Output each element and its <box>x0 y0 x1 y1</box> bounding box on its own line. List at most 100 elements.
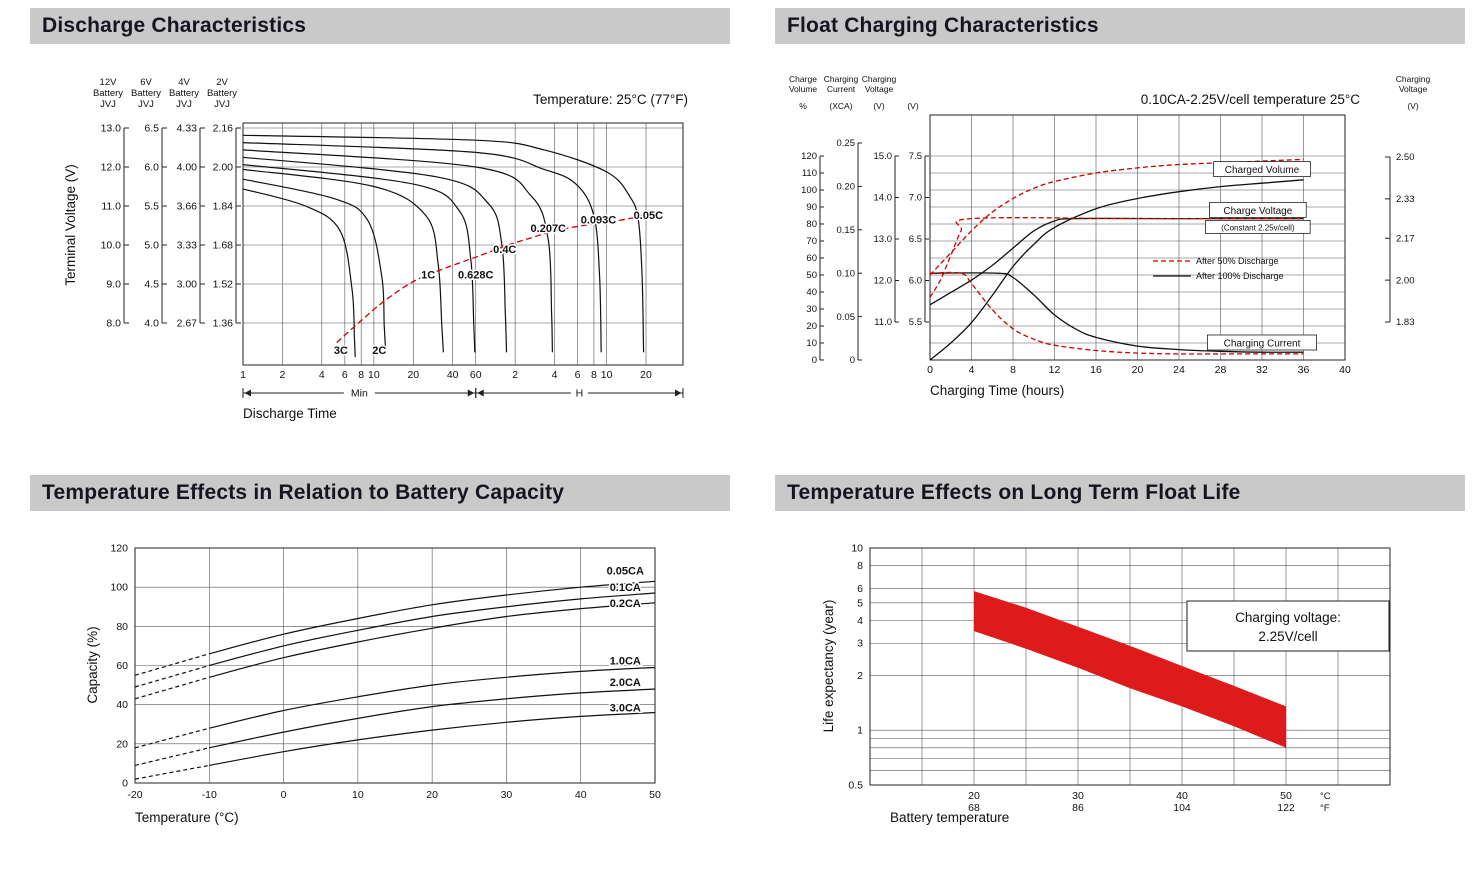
tick-label: 50 <box>1280 790 1292 802</box>
tick-label: 32 <box>1256 364 1268 376</box>
tick-label: 40 <box>575 789 587 801</box>
axis-header: Battery <box>207 88 237 99</box>
section-header-float-life: Temperature Effects on Long Term Float L… <box>775 475 1465 511</box>
curve-0.2CA-extrapolated <box>134 676 210 700</box>
x-axis-title: Discharge Time <box>243 406 337 421</box>
axis-unit: (V) <box>907 101 919 111</box>
tick-label: 3 <box>857 638 863 650</box>
tick-label: 0 <box>281 789 287 801</box>
tick-label: 3.66 <box>177 201 198 213</box>
tick-label: 0.05 <box>837 312 856 323</box>
tick-label: 6 <box>575 369 581 381</box>
tick-label: 40 <box>447 369 459 381</box>
tick-label: 20 <box>426 789 438 801</box>
curve-charging-current-after-50 <box>929 271 1304 355</box>
tick-label: -10 <box>202 789 217 801</box>
curve-label-2C: 2C <box>372 345 386 357</box>
tick-label: 8 <box>1010 364 1016 376</box>
tick-label: 4.0 <box>144 318 159 330</box>
section-title-float-life: Temperature Effects on Long Term Float L… <box>787 481 1241 504</box>
tick-label: 4 <box>552 369 558 381</box>
axis-header: JVJ <box>176 99 192 110</box>
temp-capacity-chart-canvas: 0 20 40 60 80 100 120 -20 -10 0 10 20 30 40 50 Capacity… <box>85 543 661 826</box>
tick-label: 1.36 <box>213 318 234 330</box>
curve-charging-current-after-100 <box>929 272 1304 353</box>
tick-label: 8.0 <box>106 318 121 330</box>
x-unit-celsius: °C <box>1320 791 1331 802</box>
tick-label: 50 <box>649 789 661 801</box>
tick-label: 0.10 <box>837 268 856 279</box>
tick-label: 6.5 <box>909 234 922 245</box>
tick-label: 5.0 <box>144 240 159 252</box>
curve-sublabel-box <box>1205 219 1311 234</box>
tick-label: 1.52 <box>213 279 234 291</box>
tick-label: 2.00 <box>1396 275 1415 286</box>
tick-label: 13.0 <box>874 234 893 245</box>
curve-charge-voltage-after-100 <box>929 217 1304 306</box>
tick-label: 100 <box>801 185 817 196</box>
tick-label: 14.0 <box>874 193 893 204</box>
tick-label: 11.0 <box>874 317 892 328</box>
plot-border <box>242 122 684 366</box>
arrowhead-right <box>467 389 475 397</box>
legend-label: After 100% Discharge <box>1196 271 1284 281</box>
discharge-chart-canvas: 1 2 4 6 8 10 20 40 60 2 4 6 8 10 2012VBatteryJVJ13.012… <box>63 77 688 421</box>
tick-label: 30 <box>1072 790 1084 802</box>
tick-label: 28 <box>1215 364 1227 376</box>
tick-label: 40 <box>1339 364 1351 376</box>
tick-label: 4 <box>857 615 863 627</box>
tick-label: 6 <box>857 583 863 595</box>
axis-header: 2V <box>216 77 228 88</box>
capacity-dashed-line <box>336 215 644 343</box>
tick-label: 40 <box>806 287 817 298</box>
axis-unit: (V) <box>873 101 885 111</box>
panel-float-life: Temperature Effects on Long Term Float L… <box>775 475 1465 875</box>
curve-label-0.093C: 0.093C <box>581 215 617 227</box>
tick-label: 2.33 <box>1396 194 1415 205</box>
curve-0.1CA-extrapolated <box>134 664 210 688</box>
curve-label-3.0CA: 3.0CA <box>610 703 641 715</box>
tick-label: 6.5 <box>144 123 159 135</box>
axis-header: Current <box>827 84 856 94</box>
plot-border <box>929 114 1346 361</box>
y-axis-title: Life expectancy (year) <box>821 600 836 733</box>
tick-label: 24 <box>1173 364 1185 376</box>
curve-3.0CA-extrapolated <box>134 764 210 780</box>
tick-label: 60 <box>806 253 817 264</box>
tick-label: 80 <box>116 621 128 633</box>
tick-label: 15.0 <box>874 151 893 162</box>
curve-label-1.0CA: 1.0CA <box>610 656 641 668</box>
tick-label: 20 <box>116 738 128 750</box>
tick-label: 40 <box>116 699 128 711</box>
discharge-curve-0.093C <box>242 142 602 353</box>
axis-header: Charging <box>862 74 897 84</box>
tick-label: 8 <box>358 369 364 381</box>
tick-label: 20 <box>968 790 980 802</box>
tick-label: 13.0 <box>101 123 122 135</box>
curve-1.0CA <box>209 666 656 729</box>
axis-header: Voltage <box>1399 84 1428 94</box>
curve-label-box <box>1209 201 1307 218</box>
tick-label: 10 <box>851 543 863 555</box>
unit-label-bg <box>570 386 588 400</box>
tick-label: 30 <box>806 304 817 315</box>
tick-label: 2.67 <box>177 318 198 330</box>
tick-label: 9.0 <box>106 279 121 291</box>
discharge-curve-3C <box>242 188 356 358</box>
curve-sublabel: (Constant 2.25v/cell) <box>1221 223 1295 232</box>
curve-3.0CA <box>209 711 656 766</box>
tick-label: 4.00 <box>177 162 198 174</box>
axis-header: Battery <box>93 88 123 99</box>
tick-label: 120 <box>110 543 128 555</box>
discharge-curve-0.207C <box>242 149 553 353</box>
axis-header: Voltage <box>865 84 894 94</box>
tick-label: 0 <box>812 355 817 366</box>
y-axis-title: Terminal Voltage (V) <box>63 164 78 286</box>
tick-label: 5 <box>857 597 863 609</box>
tick-label: 3.00 <box>177 279 198 291</box>
tick-label: 0.15 <box>837 225 856 236</box>
tick-label: 1 <box>857 725 863 737</box>
tick-label: 0 <box>927 364 933 376</box>
tick-label: 1 <box>240 369 246 381</box>
